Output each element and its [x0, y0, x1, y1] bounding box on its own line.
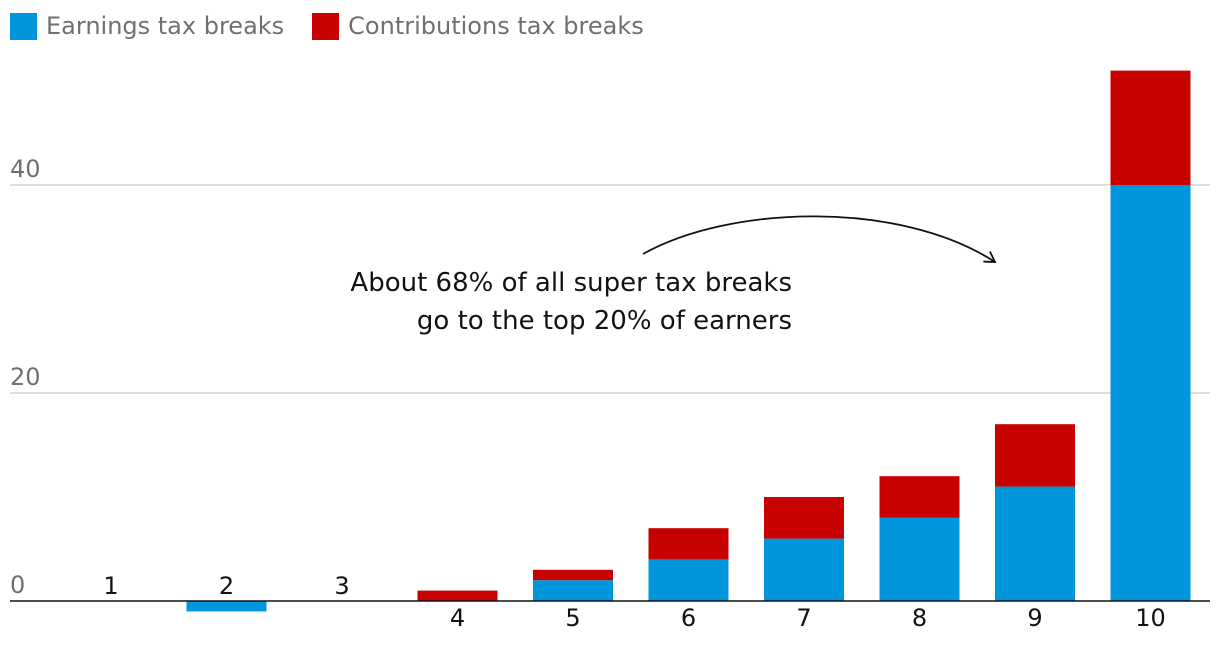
bar-earnings-9: [995, 486, 1075, 601]
x-tick-label-2: 2: [219, 572, 234, 600]
legend-label-contributions: Contributions tax breaks: [348, 12, 644, 40]
x-tick-label-1: 1: [103, 572, 118, 600]
annotation-arrow: [642, 215, 997, 263]
annotation-line-2: go to the top 20% of earners: [416, 306, 792, 336]
y-tick-label-40: 40: [10, 155, 41, 183]
x-tick-label-9: 9: [1027, 604, 1042, 632]
bar-contributions-7: [764, 497, 844, 539]
y-tick-label-20: 20: [10, 363, 41, 391]
legend-swatch-contributions: [312, 12, 340, 40]
legend-label-earnings: Earnings tax breaks: [46, 12, 285, 40]
x-tick-label-8: 8: [912, 604, 927, 632]
y-tick-label-0: 0: [10, 571, 25, 599]
bar-earnings-7: [764, 538, 844, 601]
x-tick-label-10: 10: [1135, 604, 1166, 632]
legend-item-earnings: Earnings tax breaks: [10, 12, 284, 40]
annotation-line-1: About 68% of all super tax breaks: [350, 268, 792, 298]
bar-contributions-5: [533, 569, 613, 581]
legend-swatch-earnings: [10, 12, 37, 40]
bar-earnings-5: [533, 580, 613, 601]
chart-annotation: About 68% of all super tax breaks go to …: [300, 264, 792, 340]
bar-contributions-9: [995, 424, 1075, 487]
bar-contributions-10: [1110, 70, 1191, 185]
bar-contributions-6: [648, 528, 729, 560]
bar-earnings-6: [648, 559, 729, 601]
x-tick-label-5: 5: [565, 604, 580, 632]
bar-earnings-10: [1110, 185, 1191, 601]
x-tick-label-7: 7: [796, 604, 811, 632]
x-tick-label-4: 4: [450, 604, 465, 632]
bar-earnings-2: [186, 601, 267, 612]
bar-contributions-4: [417, 590, 498, 601]
chart-legend: Earnings tax breaks Contributions tax br…: [10, 12, 672, 40]
bar-earnings-8: [879, 517, 960, 601]
x-tick-label-6: 6: [681, 604, 696, 632]
x-tick-label-3: 3: [334, 572, 349, 600]
bar-contributions-8: [879, 476, 960, 518]
legend-item-contributions: Contributions tax breaks: [312, 12, 644, 40]
